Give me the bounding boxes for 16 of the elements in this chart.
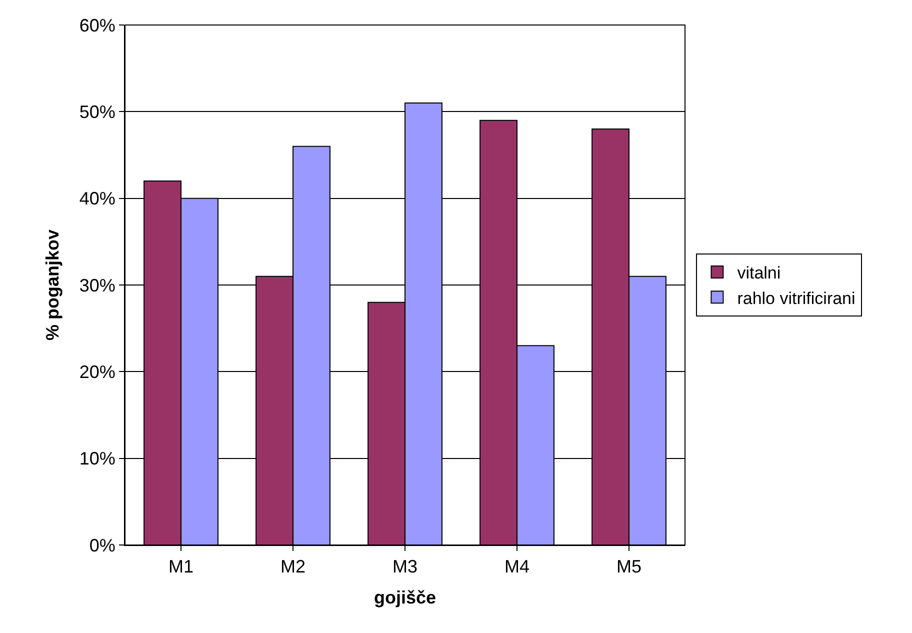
x-tick-label: M3 [392, 556, 418, 577]
y-axis-title: % poganjkov [42, 229, 63, 341]
legend-label: vitalni [737, 264, 781, 283]
x-tick-label: M5 [616, 556, 642, 577]
x-tick-label: M1 [168, 556, 194, 577]
x-axis-title: gojišče [374, 588, 436, 608]
y-tick-label: 20% [79, 362, 116, 382]
y-tick-label: 30% [79, 275, 116, 296]
y-tick-label: 0% [89, 535, 116, 556]
x-tick-label: M4 [504, 556, 530, 577]
x-tick-label: M2 [280, 556, 306, 577]
legend-label: rahlo vitrificirani [737, 288, 856, 308]
y-tick-label: 10% [79, 448, 116, 469]
y-tick-label: 50% [79, 102, 116, 122]
y-tick-label: 40% [79, 188, 116, 209]
y-tick-label: 60% [79, 15, 116, 36]
